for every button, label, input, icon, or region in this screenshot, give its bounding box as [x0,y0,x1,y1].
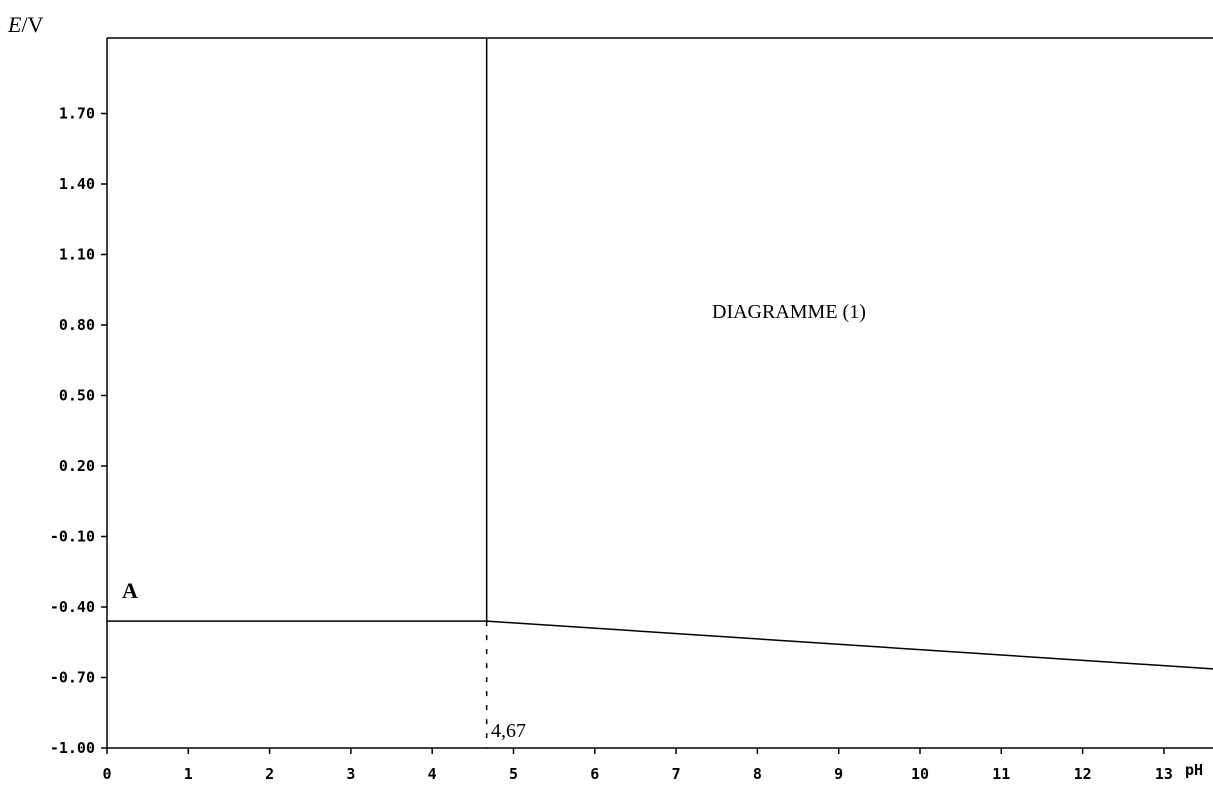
y-tick-label: -1.00 [50,739,95,757]
y-axis-label: E/V [7,12,44,37]
x-tick-label: 10 [911,765,929,783]
y-tick-label: -0.40 [50,598,95,616]
y-tick-label: 1.10 [59,246,95,264]
x-tick-label: 7 [672,765,681,783]
x-tick-label: 8 [753,765,762,783]
x-axis-ticks: 0 1 2 3 4 5 6 7 8 9 10 11 12 13 [102,748,1173,783]
y-tick-label: -0.10 [50,528,95,546]
x-tick-label: 3 [346,765,355,783]
y-tick-label: 1.40 [59,175,95,193]
y-axis-ticks: -1.00 -0.70 -0.40 -0.10 0.20 0.50 0.80 1.10 1.40… [50,105,107,757]
x-tick-label: 0 [102,765,111,783]
y-tick-label: 0.80 [59,316,95,334]
ph-annotation-value: 4,67 [491,720,526,742]
y-tick-label: 0.50 [59,387,95,405]
x-tick-label: 5 [509,765,518,783]
point-label-a: A [122,578,138,603]
y-axis-label-unit: /V [21,12,43,37]
series-lines [107,38,1213,748]
plot-frame [106,37,1213,749]
x-tick-label: 1 [184,765,193,783]
y-tick-label: 0.20 [59,457,95,475]
x-tick-label: 13 [1155,765,1173,783]
y-axis-label-symbol: E [7,12,22,37]
x-tick-label: 12 [1074,765,1092,783]
x-tick-label: 9 [834,765,843,783]
x-axis-label: pH [1185,761,1203,779]
y-tick-label: -0.70 [50,669,95,687]
y-tick-label: 1.70 [59,105,95,123]
chart-title: DIAGRAMME (1) [712,301,866,323]
x-tick-label: 2 [265,765,274,783]
x-tick-label: 4 [428,765,437,783]
series-line [107,620,1213,670]
x-tick-label: 6 [590,765,599,783]
x-tick-label: 11 [992,765,1010,783]
